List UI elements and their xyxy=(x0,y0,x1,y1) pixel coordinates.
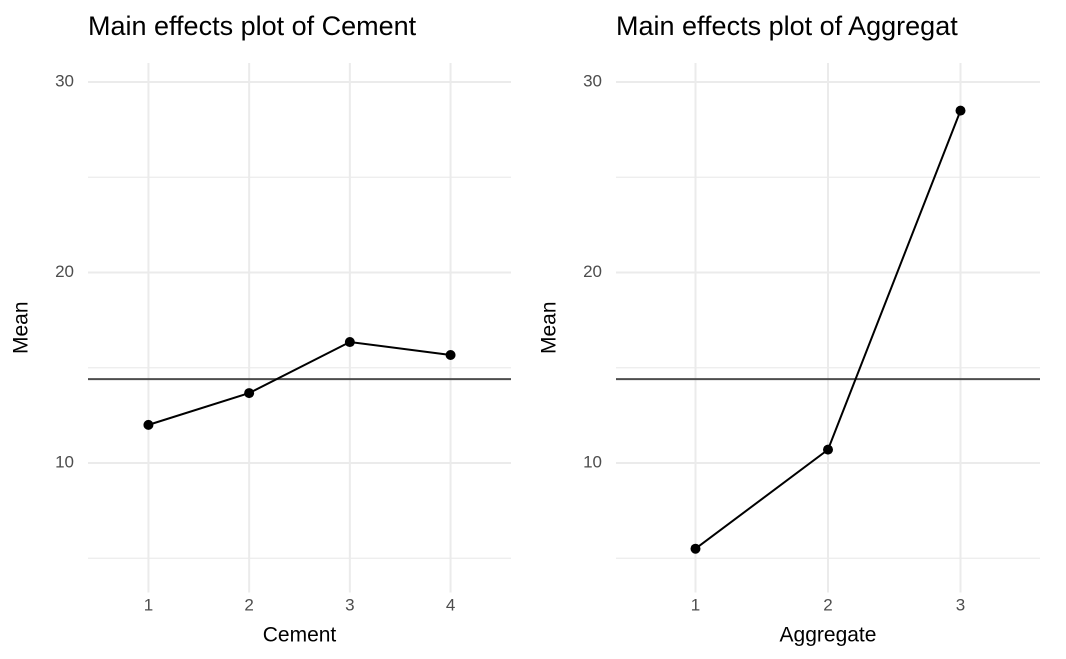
y-tick-label: 10 xyxy=(583,452,602,471)
x-tick-label: 1 xyxy=(144,595,153,614)
y-tick-label: 30 xyxy=(583,72,602,91)
point xyxy=(244,388,255,399)
y-tick-label: 20 xyxy=(583,262,602,281)
point xyxy=(690,543,701,554)
y-tick-label: 20 xyxy=(55,262,74,281)
chart-title: Main effects plot of Cement xyxy=(88,11,417,41)
point xyxy=(823,444,833,455)
x-tick-label: 4 xyxy=(446,595,455,614)
x-tick-label: 2 xyxy=(244,595,253,614)
x-tick-label: 1 xyxy=(691,595,700,614)
point xyxy=(344,337,355,348)
x-tick-label: 3 xyxy=(345,595,354,614)
point xyxy=(445,349,456,360)
x-axis-title: Aggregate xyxy=(780,624,877,647)
y-tick-label: 10 xyxy=(55,452,74,471)
x-axis-title: Cement xyxy=(263,624,337,647)
chart-title: Main effects plot of Aggregat xyxy=(616,11,958,41)
y-tick-label: 30 xyxy=(55,72,74,91)
x-tick-label: 3 xyxy=(956,595,965,614)
y-axis-title: Mean xyxy=(10,301,33,354)
y-axis-title: Mean xyxy=(538,301,561,354)
point xyxy=(143,419,154,430)
x-tick-label: 2 xyxy=(823,595,832,614)
point xyxy=(955,105,966,116)
line xyxy=(148,341,451,426)
